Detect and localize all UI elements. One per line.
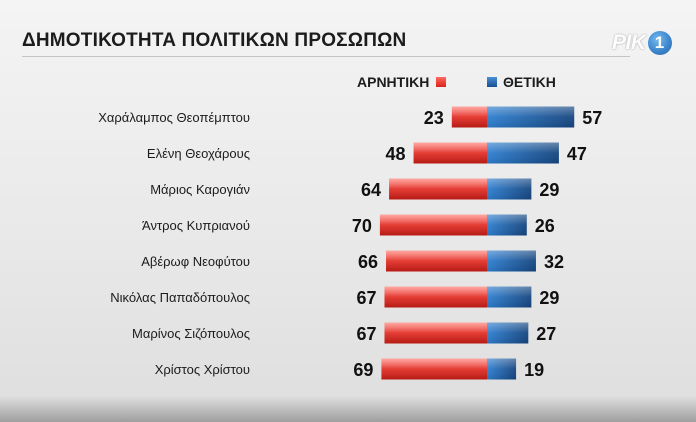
bar-positive-gloss (487, 322, 529, 344)
category-label: Νικόλας Παπαδόπουλος (110, 290, 250, 305)
category-label: Αβέρωφ Νεοφύτου (141, 254, 250, 269)
value-label-positive: 29 (539, 180, 559, 200)
bar-positive-gloss (487, 106, 575, 128)
chart-title: ΔΗΜΟΤΙΚΟΤΗΤΑ ΠΟΛΙΤΙΚΩΝ ΠΡΟΣΩΠΩΝ (22, 30, 407, 51)
category-label: Χαράλαμπος Θεοπέμπτου (98, 110, 250, 125)
bar-negative-gloss (451, 106, 487, 128)
bar-positive-gloss (487, 250, 536, 272)
value-label-positive: 19 (524, 360, 544, 380)
category-label: Άντρος Κυπριανού (142, 218, 250, 233)
legend-positive-label: ΘΕΤΙΚΗ (503, 74, 556, 90)
title-divider (22, 56, 630, 57)
channel-logo-number: 1 (647, 31, 672, 55)
bar-negative-gloss (384, 286, 487, 308)
channel-logo-text: ΡΙΚ (612, 31, 646, 54)
legend-negative-label: ΑΡΝΗΤΙΚΗ (357, 74, 430, 90)
value-label-positive: 26 (535, 216, 555, 236)
value-label-negative: 66 (358, 252, 378, 272)
bar-positive-gloss (487, 214, 527, 236)
bar-negative-gloss (413, 142, 487, 164)
value-label-positive: 47 (567, 144, 587, 164)
bar-negative-gloss (386, 250, 487, 272)
legend-negative-swatch (436, 77, 447, 87)
category-label: Ελένη Θεοχάρους (147, 146, 250, 161)
value-label-negative: 67 (356, 288, 376, 308)
value-label-negative: 23 (424, 108, 444, 128)
value-label-negative: 48 (386, 144, 406, 164)
category-label: Χρίστος Χρίστου (155, 362, 250, 377)
channel-logo: ΡΙΚ 1 (612, 30, 672, 56)
bar-positive-gloss (487, 178, 532, 200)
value-label-negative: 64 (361, 180, 381, 200)
category-label: Μάριος Καρογιάν (150, 182, 250, 197)
value-label-positive: 29 (539, 288, 559, 308)
bar-negative-gloss (384, 322, 487, 344)
category-label: Μαρίνος Σιζόπουλος (132, 326, 250, 341)
bar-positive-gloss (487, 142, 559, 164)
value-label-negative: 69 (353, 360, 373, 380)
bar-negative-gloss (381, 358, 487, 380)
bottom-shade (0, 396, 696, 422)
value-label-positive: 32 (544, 252, 564, 272)
value-label-positive: 27 (536, 324, 556, 344)
bar-positive-gloss (487, 358, 517, 380)
value-label-negative: 70 (352, 216, 372, 236)
bar-negative-gloss (389, 178, 487, 200)
legend-positive-swatch (487, 77, 497, 87)
value-label-negative: 67 (356, 324, 376, 344)
legend-negative: ΑΡΝΗΤΙΚΗ (357, 72, 447, 92)
legend-positive: ΘΕΤΙΚΗ (487, 72, 556, 92)
bar-positive-gloss (487, 286, 532, 308)
bar-negative-gloss (379, 214, 487, 236)
value-label-positive: 57 (582, 108, 602, 128)
